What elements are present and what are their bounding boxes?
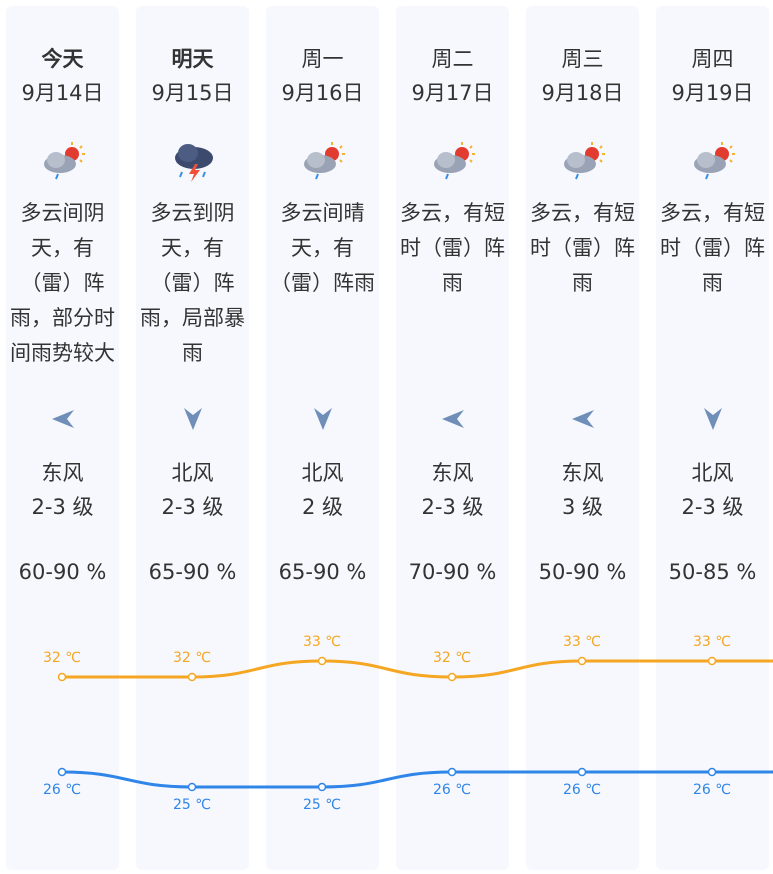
humidity: 50-85 %	[668, 560, 757, 584]
forecast-day-card: 周一 9月16日 多云间晴天，有（雷）阵雨 北风 2 级 65-90 %	[266, 6, 379, 870]
day-label: 周四	[691, 47, 734, 71]
date-label: 9月14日	[21, 81, 104, 105]
forecast-day-card: 周四 9月19日 多云，有短时（雷）阵雨 北风 2-3 级 50-85 %	[656, 6, 769, 870]
day-label: 周三	[561, 47, 604, 71]
wind-level: 2-3 级	[31, 495, 94, 519]
forecast-day-card: 今天 9月14日 多云间阴天，有（雷）阵雨，部分时间雨势较大 东风 2-3 级 …	[6, 6, 119, 870]
cloudy-rain-sun-icon	[694, 142, 735, 180]
forecast-day-card: 周三 9月18日 多云，有短时（雷）阵雨 东风 3 级 50-90 %	[526, 6, 639, 870]
wind-direction: 东风	[41, 461, 84, 485]
wind-level: 2-3 级	[161, 495, 224, 519]
humidity: 65-90 %	[278, 560, 367, 584]
date-label: 9月18日	[541, 81, 624, 105]
day-label: 今天	[41, 47, 84, 71]
date-label: 9月19日	[671, 81, 754, 105]
wind-level: 3 级	[561, 495, 604, 519]
date-label: 9月16日	[281, 81, 364, 105]
day-label: 周一	[301, 47, 344, 71]
humidity: 65-90 %	[148, 560, 237, 584]
wind-direction: 东风	[561, 461, 604, 485]
wind-direction: 东风	[431, 461, 474, 485]
day-label: 明天	[171, 47, 214, 71]
weather-description: 多云，有短时（雷）阵雨	[400, 201, 505, 295]
wind-arrow-left-icon	[572, 410, 594, 428]
wind-direction: 北风	[171, 461, 214, 485]
wind-arrow-left-icon	[52, 410, 74, 428]
forecast-day-card: 明天 9月15日 多云到阴天，有（雷）阵雨，局部暴雨 北风 2-3 级 65-9…	[136, 6, 249, 870]
cloudy-rain-sun-icon	[434, 142, 475, 180]
thunderstorm-icon	[175, 144, 213, 182]
wind-arrow-down-icon	[184, 408, 202, 430]
humidity: 60-90 %	[18, 560, 107, 584]
forecast-day-card: 周二 9月17日 多云，有短时（雷）阵雨 东风 2-3 级 70-90 %	[396, 6, 509, 870]
weather-description: 多云间晴天，有（雷）阵雨	[270, 201, 375, 295]
weather-description: 多云，有短时（雷）阵雨	[530, 201, 635, 295]
cloudy-rain-sun-icon	[564, 142, 605, 180]
weather-description: 多云到阴天，有（雷）阵雨，局部暴雨	[140, 201, 245, 365]
date-label: 9月17日	[411, 81, 494, 105]
weather-description: 多云间阴天，有（雷）阵雨，部分时间雨势较大	[10, 201, 115, 365]
wind-arrow-down-icon	[704, 408, 722, 430]
humidity: 50-90 %	[538, 560, 627, 584]
wind-direction: 北风	[691, 461, 734, 485]
wind-arrow-left-icon	[442, 410, 464, 428]
day-label: 周二	[431, 47, 474, 71]
wind-level: 2 级	[301, 495, 344, 519]
cloudy-rain-sun-icon	[44, 142, 85, 180]
wind-level: 2-3 级	[421, 495, 484, 519]
date-label: 9月15日	[151, 81, 234, 105]
wind-arrow-down-icon	[314, 408, 332, 430]
humidity: 70-90 %	[408, 560, 497, 584]
wind-direction: 北风	[301, 461, 344, 485]
wind-level: 2-3 级	[681, 495, 744, 519]
weather-description: 多云，有短时（雷）阵雨	[660, 201, 765, 295]
cloudy-rain-sun-icon	[304, 142, 345, 180]
